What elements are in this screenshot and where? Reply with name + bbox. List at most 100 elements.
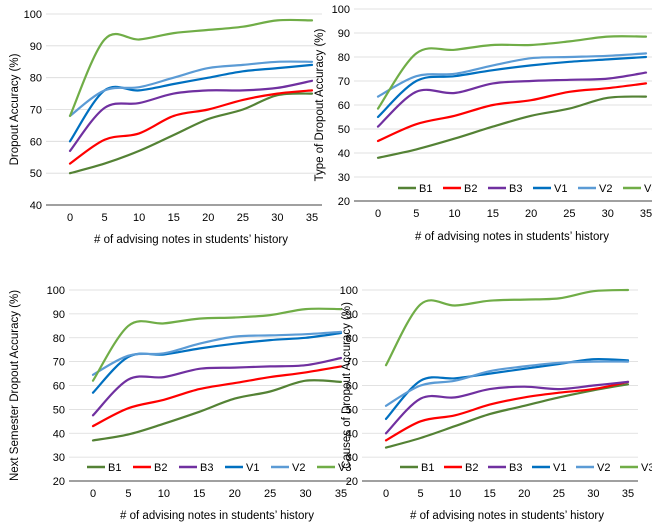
legend-label-b2: B2 — [154, 462, 167, 474]
x-tick-label: 20 — [518, 488, 530, 500]
y-tick-label: 20 — [53, 476, 65, 488]
chart-panel-3: 20 30 40 50 60 70 80 90 100 0 5 10 15 20 25 30 35 # of ad… — [9, 285, 351, 522]
x-tick-label: 5 — [102, 212, 108, 224]
x-tick-label: 0 — [375, 208, 381, 220]
y-tick-label: 70 — [53, 357, 65, 369]
series-line-b3 — [68, 79, 314, 152]
legend-label-b3: B3 — [200, 462, 213, 474]
y-tick-label: 90 — [30, 41, 42, 53]
series-line-v2 — [376, 52, 648, 98]
x-tick-label: 15 — [168, 212, 180, 224]
x-tick-label: 10 — [449, 488, 461, 500]
x-tick-label: 30 — [587, 488, 599, 500]
x-tick-label: 0 — [67, 212, 73, 224]
legend-label-v2: V2 — [292, 462, 305, 474]
series-line-b3 — [376, 71, 648, 128]
x-tick-label: 0 — [90, 488, 96, 500]
x-tick-label: 10 — [133, 212, 145, 224]
y-axis-title: Next Semester Dropout Accuracy (%) — [9, 290, 21, 481]
y-tick-label: 60 — [338, 100, 350, 112]
series-line-v1 — [91, 331, 343, 394]
legend-label-b2: B2 — [464, 183, 477, 195]
series-line-b1 — [91, 379, 343, 442]
series-line-b2 — [68, 89, 314, 165]
y-tick-label: 90 — [346, 309, 358, 321]
y-tick-label: 70 — [30, 105, 42, 117]
y-tick-label: 50 — [346, 404, 358, 416]
series-line-b3 — [91, 356, 343, 417]
legend-label-v2: V2 — [599, 183, 612, 195]
legend: B1 B2 B3 V1 V2 V3 — [87, 462, 351, 474]
y-tick-label: 80 — [346, 333, 358, 345]
y-axis-title: Causes of Dropout Accuracy (%) — [341, 302, 353, 469]
x-axis-title: # of advising notes in students’ history — [410, 510, 604, 522]
y-tick-label: 60 — [30, 136, 42, 148]
y-tick-label: 30 — [338, 172, 350, 184]
x-tick-label: 15 — [484, 488, 496, 500]
legend-label-b1: B1 — [421, 462, 434, 474]
y-tick-label: 40 — [53, 428, 65, 440]
x-tick-label: 5 — [125, 488, 131, 500]
y-tick-label: 40 — [338, 148, 350, 160]
y-tick-label: 50 — [338, 124, 350, 136]
legend-label-v3: V3 — [338, 462, 351, 474]
legend-label-v3: V3 — [644, 183, 652, 195]
y-tick-label: 100 — [340, 285, 358, 297]
series-line-b2 — [91, 365, 343, 428]
x-tick-label: 20 — [229, 488, 241, 500]
y-tick-label: 70 — [346, 357, 358, 369]
y-tick-label: 90 — [53, 309, 65, 321]
series-line-b3 — [384, 380, 630, 435]
y-tick-label: 40 — [30, 200, 42, 212]
x-tick-label: 15 — [193, 488, 205, 500]
x-tick-label: 10 — [448, 208, 460, 220]
x-axis-title: # of advising notes in students’ history — [94, 234, 288, 246]
series-line-v1 — [68, 63, 314, 143]
series-line-v3 — [91, 307, 343, 382]
legend: B1 B2 B3 V1 V2 V3 — [400, 462, 652, 474]
x-tick-label: 15 — [487, 208, 499, 220]
y-tick-label: 60 — [53, 381, 65, 393]
y-tick-label: 100 — [24, 9, 42, 21]
y-tick-label: 90 — [338, 28, 350, 40]
x-tick-label: 20 — [525, 208, 537, 220]
y-tick-label: 80 — [338, 52, 350, 64]
legend-label-b2: B2 — [465, 462, 478, 474]
x-tick-label: 30 — [602, 208, 614, 220]
x-tick-label: 25 — [237, 212, 249, 224]
series-line-b1 — [376, 95, 648, 159]
chart-panel-4: 20 30 40 50 60 70 80 90 100 0 5 10 15 20 25 30 35 # of ad… — [340, 285, 652, 522]
y-tick-label: 60 — [346, 381, 358, 393]
legend-label-v3: V3 — [641, 462, 652, 474]
y-tick-label: 100 — [332, 4, 350, 16]
series-line-b1 — [68, 92, 314, 175]
x-tick-label: 35 — [622, 488, 634, 500]
legend: B1 B2 B3 V1 V2 V3 — [398, 183, 652, 195]
legend-label-b1: B1 — [419, 183, 432, 195]
legend-label-v1: V1 — [554, 183, 567, 195]
x-tick-label: 25 — [553, 488, 565, 500]
x-tick-label: 20 — [202, 212, 214, 224]
series-line-v3 — [376, 35, 648, 110]
series-line-v2 — [91, 330, 343, 376]
x-tick-label: 25 — [264, 488, 276, 500]
series-line-v2 — [68, 60, 314, 117]
y-tick-label: 20 — [338, 196, 350, 208]
series-line-v3 — [68, 18, 314, 117]
y-tick-label: 20 — [346, 476, 358, 488]
x-tick-label: 5 — [418, 488, 424, 500]
series-line-v1 — [376, 55, 648, 119]
series-line-b1 — [384, 383, 630, 449]
y-axis-title: Type of Dropout Accuracy (%) — [314, 28, 326, 181]
x-tick-label: 35 — [306, 212, 318, 224]
legend-label-b3: B3 — [509, 183, 522, 195]
y-tick-label: 80 — [53, 333, 65, 345]
x-tick-label: 5 — [413, 208, 419, 220]
series-line-b2 — [384, 380, 630, 442]
legend-label-v1: V1 — [246, 462, 259, 474]
x-tick-label: 30 — [299, 488, 311, 500]
y-tick-label: 30 — [346, 452, 358, 464]
legend-label-b1: B1 — [108, 462, 121, 474]
y-tick-label: 50 — [30, 168, 42, 180]
